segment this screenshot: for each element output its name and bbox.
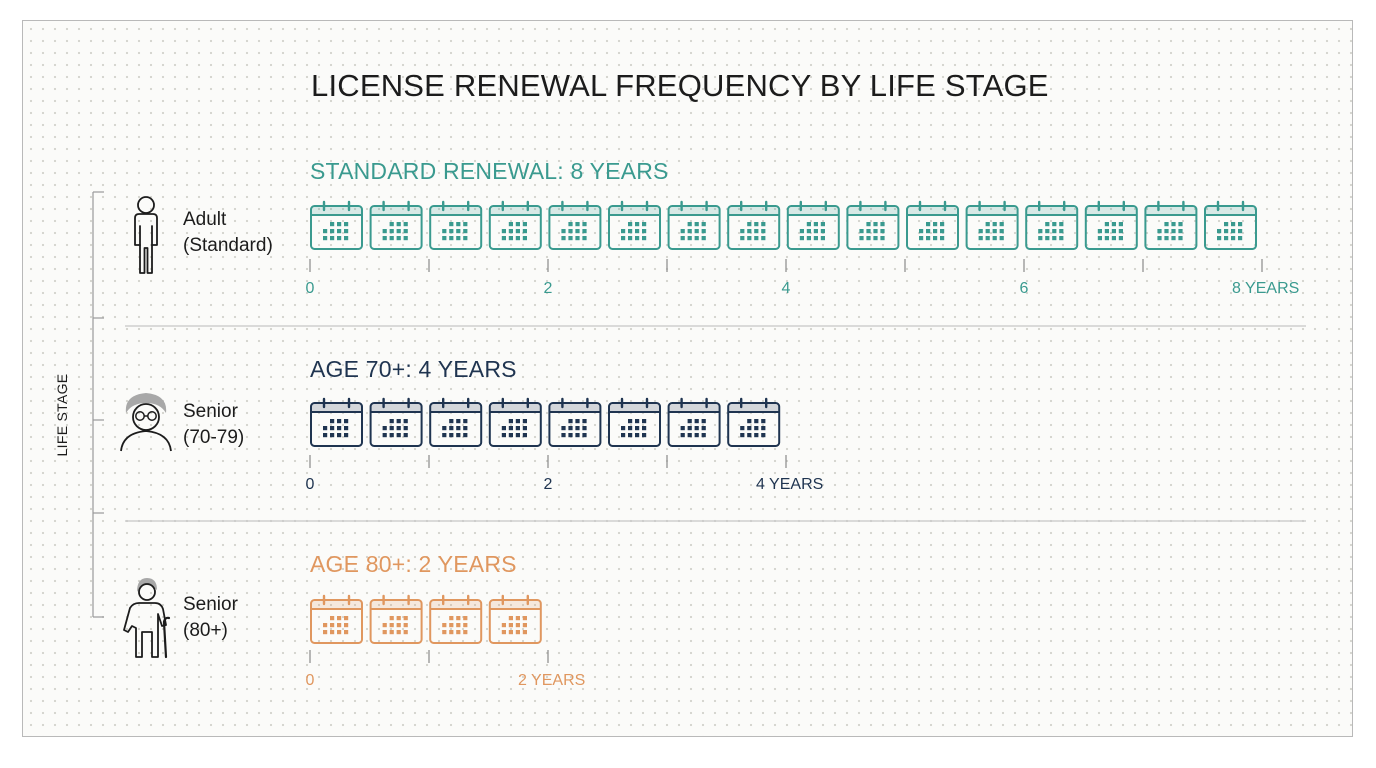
tick-label: 2 [543, 476, 553, 493]
senior-70-renewal-heading: AGE 70+: 4 YEARS [310, 356, 517, 382]
chart-frame [22, 20, 1353, 737]
tick-label: 6 [1019, 280, 1029, 297]
tick-label: 0 [305, 280, 315, 297]
calendar-icon [1144, 200, 1198, 250]
adult-renewal-heading: STANDARD RENEWAL: 8 YEARS [310, 158, 669, 184]
calendar-icon [906, 200, 959, 250]
stage-label-senior-70: Senior (70-79) [183, 399, 244, 451]
calendar-icon [1084, 200, 1138, 250]
calendar-icon [369, 594, 423, 644]
calendar-icon [608, 397, 661, 447]
calendar-icon [667, 397, 721, 447]
calendar-icon [1204, 200, 1257, 250]
stage-label-adult-line2: (Standard) [183, 235, 273, 256]
stage-label-senior-80-line1: Senior [183, 594, 238, 615]
tick-label: 4 [781, 280, 791, 297]
calendar-icon [429, 594, 483, 644]
page-title: LICENSE RENEWAL FREQUENCY BY LIFE STAGE [311, 68, 1049, 103]
tick-label: 4 YEARS [756, 476, 824, 493]
calendar-icon [429, 397, 483, 447]
life-stage-bracket [92, 191, 104, 618]
calendar-icon [310, 200, 363, 250]
calendar-icon [488, 397, 542, 447]
calendar-icon [488, 594, 542, 644]
tick-label: 2 YEARS [518, 672, 586, 689]
calendar-icon [965, 200, 1019, 250]
calendar-icon [1025, 200, 1079, 250]
stage-label-senior-70-line2: (70-79) [183, 427, 245, 448]
calendar-icon [548, 200, 602, 250]
stage-label-senior-70-line1: Senior [183, 401, 238, 422]
senior-80-renewal-heading: AGE 80+: 2 YEARS [310, 551, 517, 577]
stage-label-adult: Adult (Standard) [183, 207, 273, 259]
calendar-icon [608, 200, 661, 250]
calendar-icon [548, 397, 602, 447]
calendar-icon [488, 200, 542, 250]
senior-with-cane-icon [123, 578, 171, 659]
stage-label-senior-80-line2: (80+) [183, 620, 228, 641]
calendar-icon [846, 200, 900, 250]
calendar-icon [369, 397, 423, 447]
calendar-icon [369, 200, 423, 250]
senior-glasses-person-icon [120, 393, 172, 452]
calendar-icon [727, 200, 781, 250]
calendar-icon [786, 200, 840, 250]
stage-label-adult-line1: Adult [183, 209, 227, 230]
calendar-icon [727, 397, 781, 447]
calendar-icon [667, 200, 721, 250]
tick-label: 0 [305, 672, 315, 689]
stage-label-senior-80: Senior (80+) [183, 592, 238, 644]
tick-label: 2 [543, 280, 553, 297]
calendar-icon [310, 594, 363, 644]
calendar-icon [429, 200, 483, 250]
tick-label: 0 [305, 476, 315, 493]
calendar-icon [310, 397, 363, 447]
tick-label: 8 YEARS [1232, 280, 1300, 297]
adult-person-icon [134, 196, 158, 274]
